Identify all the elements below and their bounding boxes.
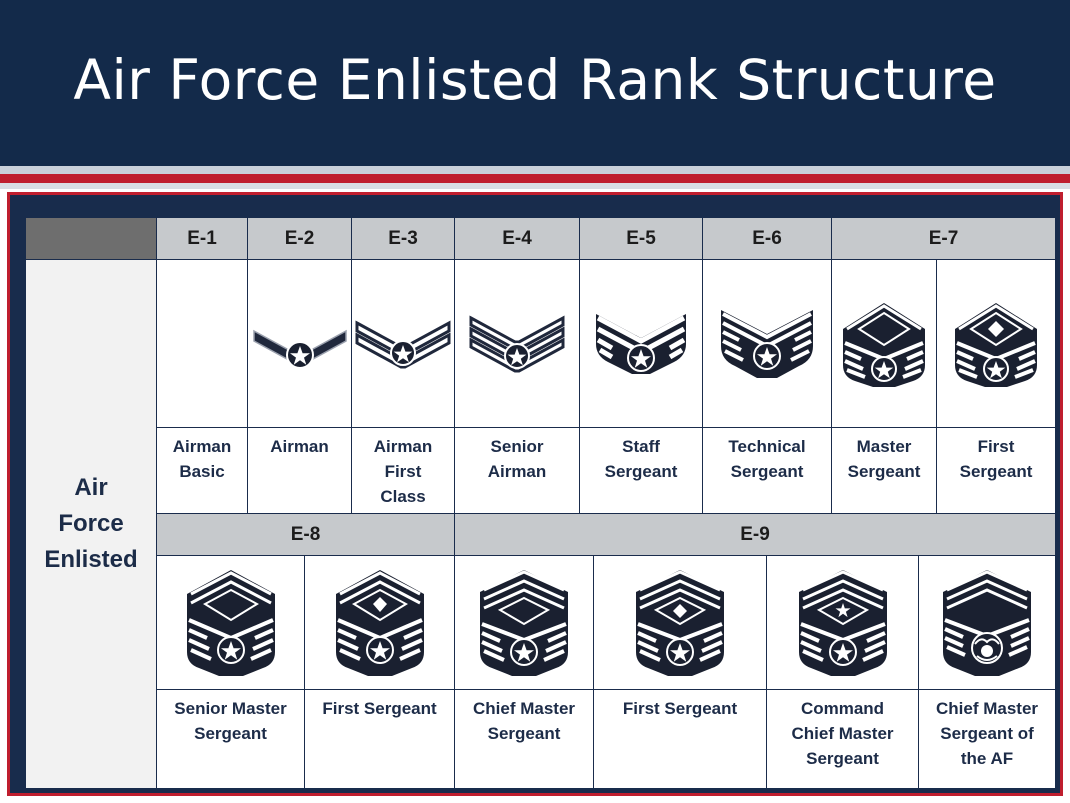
grade-header-e4: E-4 bbox=[455, 218, 580, 260]
rank-label-staff-sergeant: Staff Sergeant bbox=[580, 428, 703, 514]
page-title: Air Force Enlisted Rank Structure bbox=[73, 48, 997, 112]
rank-label-master-sergeant: Master Sergeant bbox=[832, 428, 937, 514]
side-label-line: Air bbox=[74, 474, 108, 501]
insignia-cell-airman-basic bbox=[157, 260, 248, 428]
rank-label-line: Staff bbox=[622, 437, 660, 456]
side-label-line: Enlisted bbox=[44, 546, 138, 573]
rank-label-line: Sergeant bbox=[847, 462, 921, 481]
rank-label-line: Airman bbox=[172, 437, 232, 456]
airman-first-class-chevron-icon bbox=[355, 319, 451, 368]
airman-chevron-icon bbox=[252, 329, 347, 369]
insignia-cell-first-sergeant-e7 bbox=[937, 260, 1055, 428]
grade-header-e8: E-8 bbox=[157, 514, 455, 556]
rank-label-airman: Airman bbox=[248, 428, 352, 514]
chief-master-sergeant-of-the-af-chevron-icon bbox=[943, 569, 1031, 676]
rank-label-line: Sergeant bbox=[604, 462, 678, 481]
rank-label-command-chief-master-sergeant: Command Chief Master Sergeant bbox=[767, 690, 919, 788]
rank-label-line: First bbox=[384, 462, 422, 481]
rank-label-line: Chief Master bbox=[935, 699, 1039, 718]
title-banner: Air Force Enlisted Rank Structure bbox=[0, 0, 1070, 166]
chief-master-sergeant-chevron-icon bbox=[480, 569, 568, 676]
side-label-line: Force bbox=[58, 510, 124, 537]
rank-label-senior-master-sergeant: Senior Master Sergeant bbox=[157, 690, 305, 788]
rank-label-line: Technical bbox=[728, 437, 806, 456]
divider-stripe-red bbox=[0, 174, 1070, 183]
technical-sergeant-chevron-icon bbox=[721, 309, 813, 378]
rank-label-line: Airman bbox=[487, 462, 547, 481]
rank-label-chief-master-sergeant-of-the-af: Chief Master Sergeant of the AF bbox=[919, 690, 1055, 788]
insignia-cell-staff-sergeant bbox=[580, 260, 703, 428]
first-sergeant-e9-chevron-icon bbox=[636, 569, 724, 676]
rank-label-technical-sergeant: Technical Sergeant bbox=[703, 428, 832, 514]
insignia-cell-airman bbox=[248, 260, 352, 428]
rank-label-senior-airman: Senior Airman bbox=[455, 428, 580, 514]
rank-label-line: Airman bbox=[373, 437, 433, 456]
rank-label-airman-first-class: Airman First Class bbox=[352, 428, 455, 514]
rank-label-line: Sergeant bbox=[487, 724, 561, 743]
side-label: Air Force Enlisted bbox=[26, 260, 157, 788]
rank-label-line: Master bbox=[856, 437, 912, 456]
senior-master-sergeant-chevron-icon bbox=[186, 569, 275, 676]
rank-label-line: Sergeant bbox=[806, 749, 879, 768]
rank-label-line: Senior Master bbox=[174, 699, 287, 718]
senior-airman-chevron-icon bbox=[469, 314, 565, 372]
grade-header-e9: E-9 bbox=[455, 514, 1055, 556]
insignia-cell-technical-sergeant bbox=[703, 260, 832, 428]
insignia-cell-master-sergeant bbox=[832, 260, 937, 428]
rank-label-first-sergeant-e7: First Sergeant bbox=[937, 428, 1055, 514]
command-chief-master-sergeant-chevron-icon bbox=[798, 569, 887, 676]
rank-label-first-sergeant-e9: First Sergeant bbox=[594, 690, 767, 788]
rank-label-line: Command bbox=[800, 699, 885, 718]
grade-header-e3: E-3 bbox=[352, 218, 455, 260]
rank-label-airman-basic: Airman Basic bbox=[157, 428, 248, 514]
rank-label-line: First Sergeant bbox=[622, 699, 738, 718]
insignia-cell-first-sergeant-e9 bbox=[594, 556, 767, 690]
divider-stripe-light bbox=[0, 166, 1070, 174]
grade-header-e5: E-5 bbox=[580, 218, 703, 260]
insignia-cell-chief-master-sergeant bbox=[455, 556, 594, 690]
insignia-cell-senior-master-sergeant bbox=[157, 556, 305, 690]
divider-stripe-pale bbox=[0, 183, 1070, 189]
rank-label-line: Airman bbox=[270, 437, 329, 456]
staff-sergeant-chevron-icon bbox=[596, 313, 686, 374]
grade-header-e6: E-6 bbox=[703, 218, 832, 260]
rank-label-line: Senior bbox=[490, 437, 544, 456]
first-sergeant-e8-chevron-icon bbox=[335, 569, 424, 676]
insignia-cell-airman-first-class bbox=[352, 260, 455, 428]
rank-label-chief-master-sergeant: Chief Master Sergeant bbox=[455, 690, 594, 788]
grade-header-e2: E-2 bbox=[248, 218, 352, 260]
rank-label-line: Sergeant bbox=[730, 462, 804, 481]
rank-label-line: Chief Master bbox=[791, 724, 894, 743]
rank-label-line: First bbox=[977, 437, 1015, 456]
rank-label-line: Sergeant bbox=[959, 462, 1033, 481]
rank-label-line: Sergeant bbox=[194, 724, 267, 743]
insignia-cell-first-sergeant-e8 bbox=[305, 556, 455, 690]
grade-header-e7: E-7 bbox=[832, 218, 1055, 260]
insignia-cell-chief-master-sergeant-of-the-af bbox=[919, 556, 1055, 690]
insignia-cell-senior-airman bbox=[455, 260, 580, 428]
master-sergeant-chevron-icon bbox=[843, 302, 925, 387]
rank-label-line: Class bbox=[380, 487, 426, 506]
table-corner bbox=[26, 218, 157, 260]
rank-label-line: Basic bbox=[179, 462, 225, 481]
first-sergeant-chevron-icon bbox=[955, 302, 1037, 387]
rank-label-line: Chief Master bbox=[472, 699, 576, 718]
grade-header-e1: E-1 bbox=[157, 218, 248, 260]
rank-label-first-sergeant-e8: First Sergeant bbox=[305, 690, 455, 788]
rank-label-line: First Sergeant bbox=[322, 699, 437, 718]
rank-label-line: Sergeant of bbox=[940, 724, 1034, 743]
rank-table: Air Force Enlisted E-1 E-2 E-3 E-4 E-5 E… bbox=[26, 218, 1055, 788]
rank-label-line: the AF bbox=[960, 749, 1014, 768]
insignia-cell-command-chief-master-sergeant bbox=[767, 556, 919, 690]
